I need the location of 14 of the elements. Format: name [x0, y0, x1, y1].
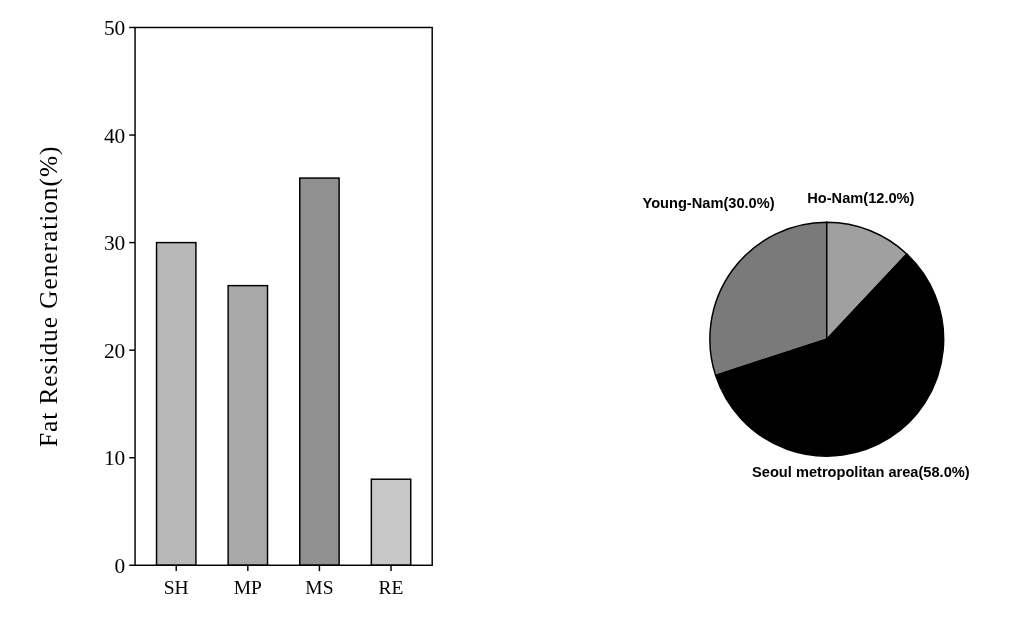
y-tick-label: 30	[103, 231, 126, 256]
y-tick-label: 50	[103, 15, 126, 40]
slice-label: Seoul metropolitan area(58.0%)	[752, 464, 970, 481]
slice-label: Young-Nam(30.0%)	[642, 194, 775, 211]
y-tick-label: 10	[103, 446, 126, 471]
x-tick-label: RE	[378, 577, 404, 599]
slice-label: Ho-Nam(12.0%)	[807, 190, 915, 207]
y-axis-title: Fat Residue Generation(%)	[34, 145, 64, 448]
y-tick-label: 20	[103, 338, 126, 363]
x-tick-label: MP	[233, 577, 263, 599]
x-tick-label: SH	[163, 577, 189, 599]
y-tick-label: 0	[114, 553, 126, 578]
x-tick-label: MS	[305, 577, 334, 599]
y-tick-label: 40	[103, 123, 126, 148]
